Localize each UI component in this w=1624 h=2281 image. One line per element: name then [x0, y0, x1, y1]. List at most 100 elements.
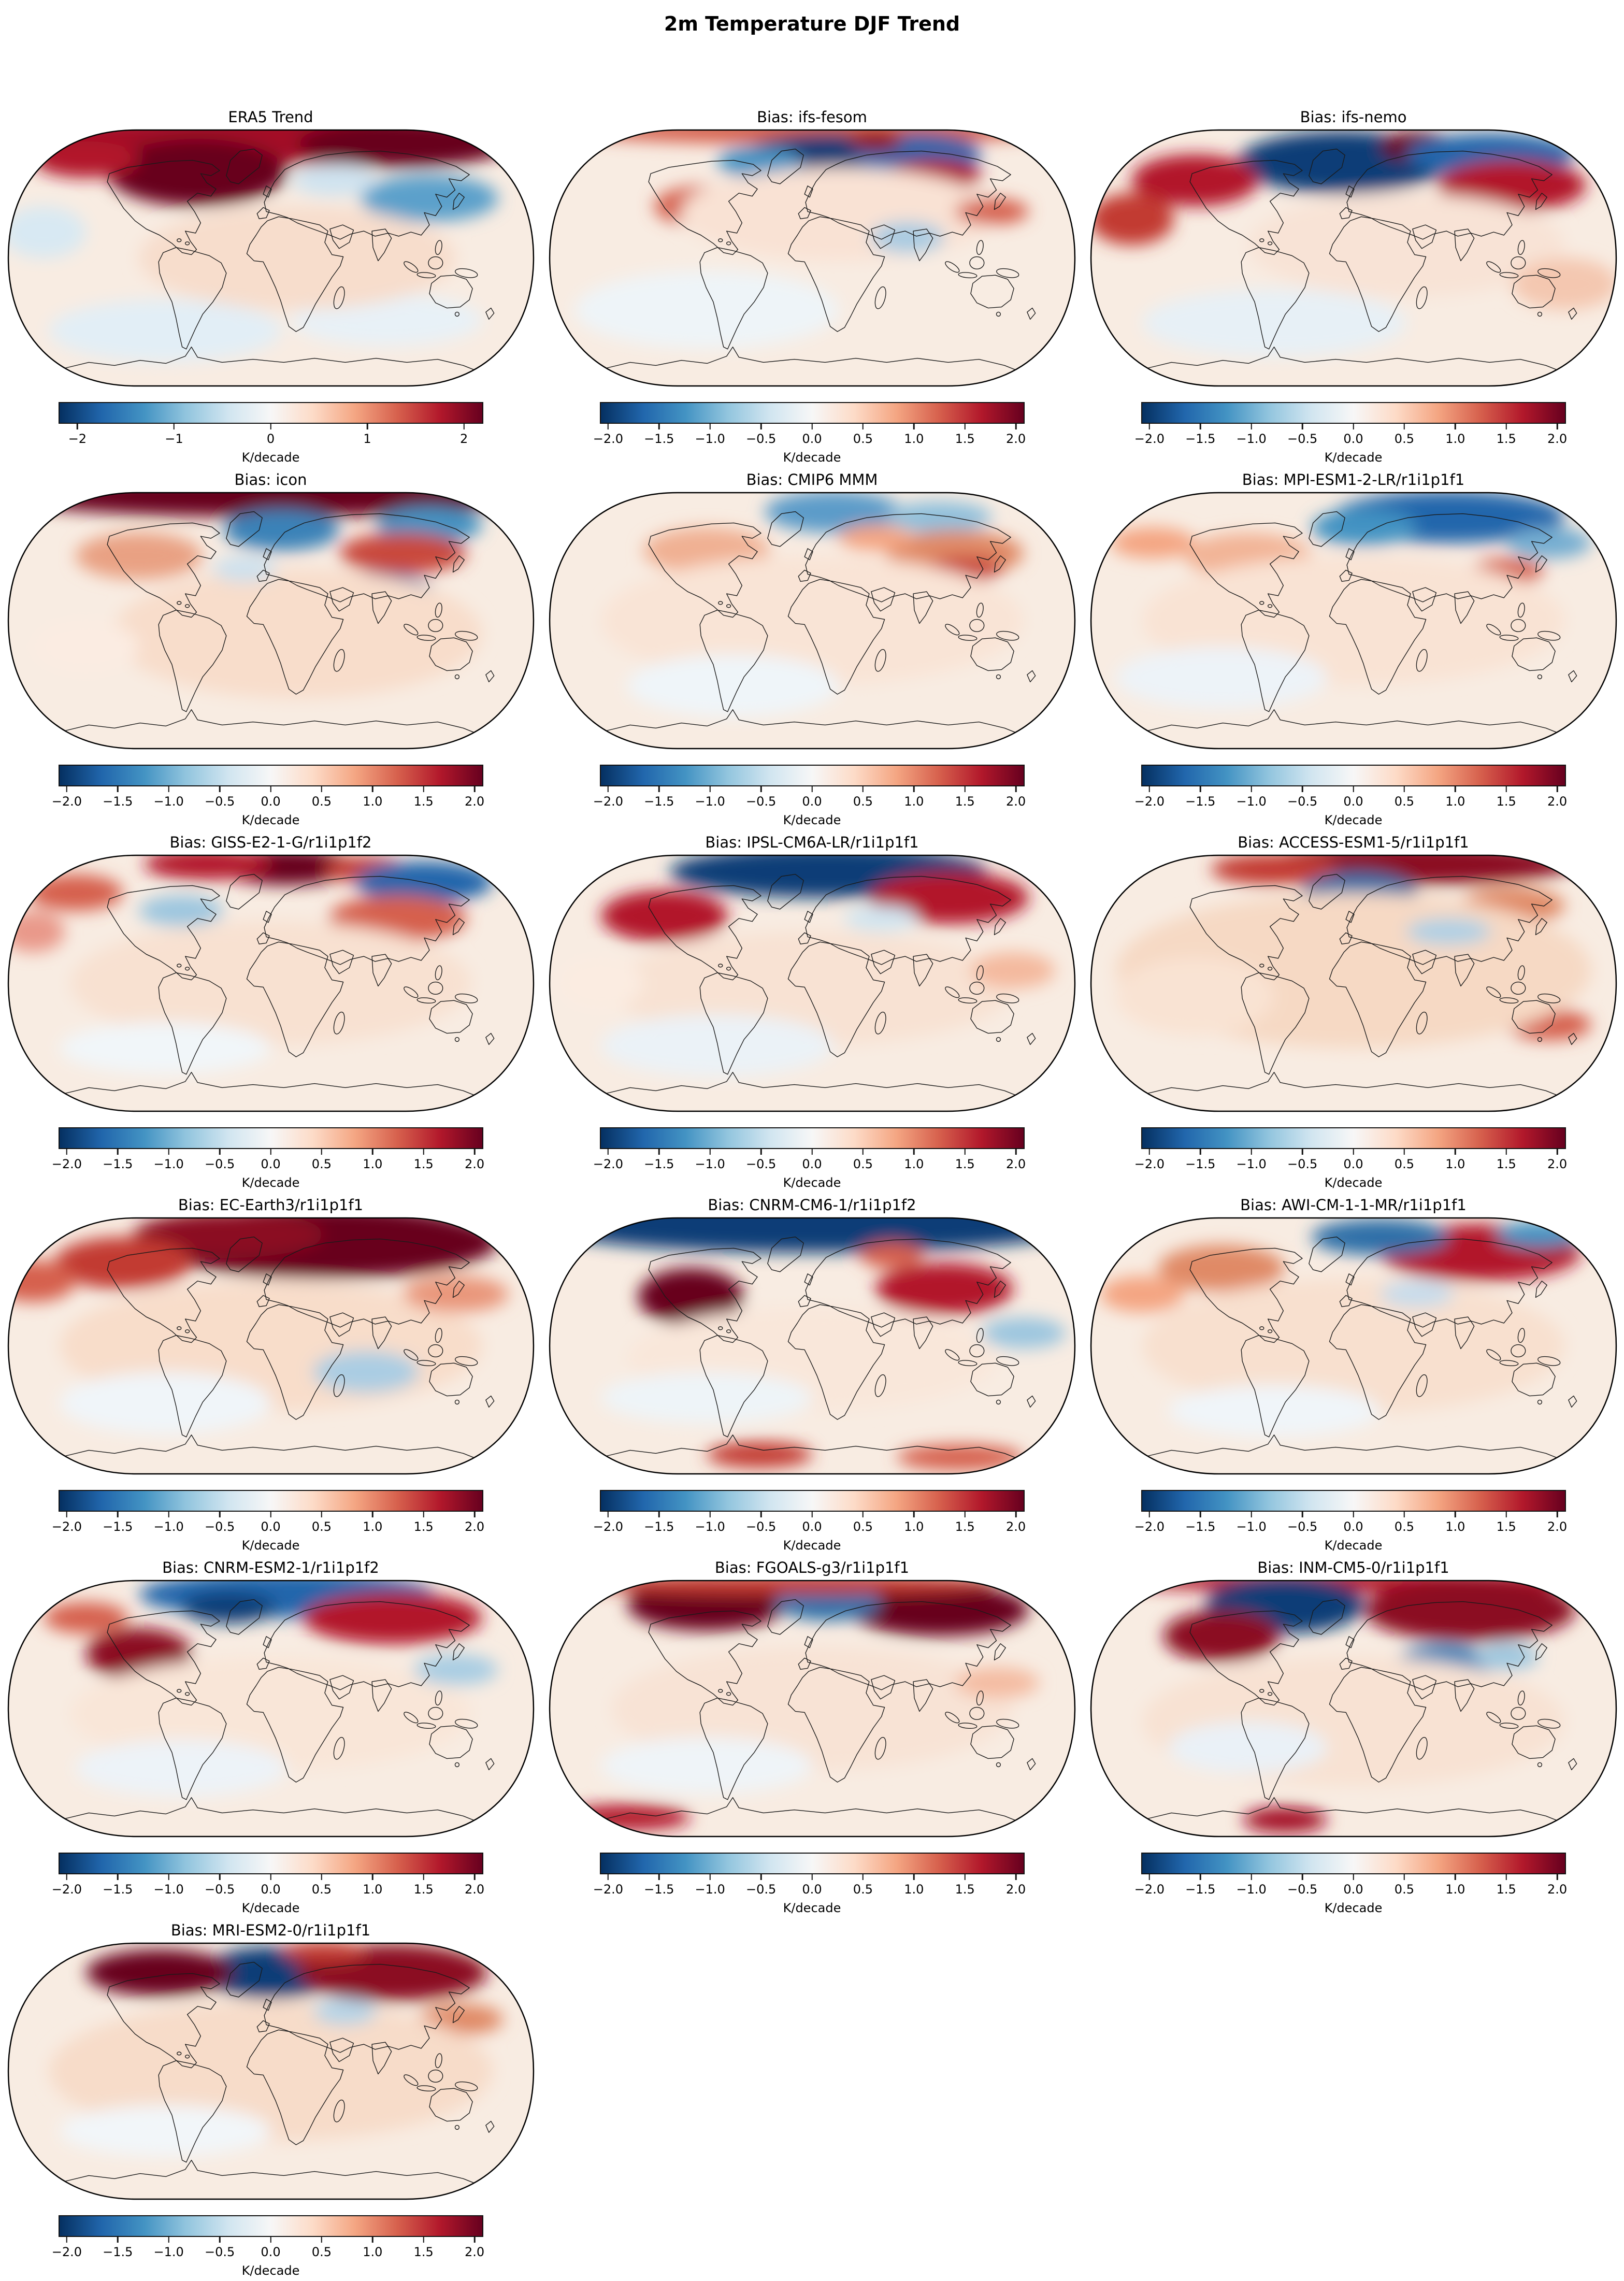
colorbar-tick-mark	[321, 1149, 323, 1155]
colorbar-tick-mark	[862, 1149, 864, 1155]
colorbar-tick-mark	[1455, 1149, 1456, 1155]
colorbar-tick-label: 2.0	[465, 1882, 485, 1897]
colorbar-tick-label: 1.5	[955, 1519, 975, 1534]
robinson-map-svg	[549, 1580, 1075, 1838]
colorbar-tick-mark	[709, 1512, 711, 1518]
temperature-anomaly-field	[1115, 855, 1591, 1049]
colorbar-tick-mark	[1455, 786, 1456, 793]
colorbar-tick-label: 1.0	[904, 1882, 924, 1897]
colorbar-tick-label: −0.5	[1287, 1882, 1318, 1897]
robinson-map-svg	[549, 129, 1075, 387]
colorbar-tick-label: −1.0	[695, 1519, 725, 1534]
colorbar-tick-mark	[811, 786, 813, 793]
colorbar-tick-mark	[1353, 786, 1354, 793]
robinson-map-svg	[549, 1217, 1075, 1475]
colorbar-tick-label: 0.5	[853, 1882, 873, 1897]
colorbar-tick-label: 0.0	[802, 1157, 822, 1172]
colorbar-tick-label: 1.0	[904, 1157, 924, 1172]
colorbar-tick-mark	[607, 786, 609, 793]
colorbar-tick-label: 1.5	[1496, 794, 1516, 809]
panel-title: Bias: AWI-CM-1-1-MR/r1i1p1f1	[1240, 1196, 1467, 1214]
world-map	[7, 854, 535, 1113]
colorbar-tick-mark	[1148, 1149, 1151, 1155]
colorbar-tick-label: −1.0	[695, 1882, 725, 1897]
colorbar-tick-mark	[913, 1874, 915, 1881]
colorbar-tick-mark	[1251, 786, 1252, 793]
panel-title: Bias: CNRM-ESM2-1/r1i1p1f2	[162, 1559, 379, 1576]
colorbar-tick-mark	[270, 1874, 271, 1881]
colorbar-tick-label: 1.0	[904, 432, 924, 447]
colorbar-tick-label: −2.0	[1134, 794, 1165, 809]
colorbar-tick-mark	[463, 424, 465, 430]
colorbar-tick-label: −0.5	[204, 794, 235, 809]
colorbar-tick-mark	[66, 1149, 68, 1155]
world-map	[548, 1216, 1076, 1475]
map-boundary	[7, 854, 534, 1112]
colorbar-tick-label: −0.5	[745, 432, 777, 447]
colorbar-tick-mark	[658, 1149, 660, 1155]
colorbar-tick-mark	[1505, 1874, 1507, 1881]
colorbar-tick-mark	[270, 424, 271, 430]
coastlines	[57, 1962, 494, 2200]
colorbar-tick-label: 1.0	[1445, 1882, 1465, 1897]
colorbar-tick-mark	[607, 1149, 609, 1155]
colorbar-gradient	[58, 1127, 483, 1150]
map-panel-4: Bias: CMIP6 MMM K/decade −2.0 −1.5 −1.0 −0.…	[541, 466, 1083, 829]
robinson-map-svg	[1090, 1217, 1617, 1475]
colorbar-tick-mark	[1015, 1512, 1017, 1518]
colorbar-gradient	[599, 1127, 1025, 1150]
colorbar-tick-label: 0.5	[853, 794, 873, 809]
colorbar-tick-mark	[423, 786, 424, 793]
world-map	[7, 1942, 535, 2201]
colorbar-tick-label: −1.0	[695, 1157, 725, 1172]
colorbar-tick-mark	[1148, 1874, 1151, 1881]
colorbar-tick-mark	[964, 424, 966, 430]
coastlines	[598, 149, 1036, 386]
colorbar-tick-label: 0.0	[261, 1157, 281, 1172]
colorbar-gradient	[599, 1490, 1025, 1512]
robinson-map-svg	[549, 854, 1075, 1112]
colorbar: K/decade −2.0 −1.5 −1.0 −0.5 0.0 0.5 1.0 1.5 2.0	[52, 765, 484, 829]
temperature-anomaly-field	[8, 493, 534, 699]
colorbar-tick-mark	[964, 1149, 966, 1155]
colorbar-tick-label: 0.0	[1343, 1519, 1363, 1534]
colorbar-tick-label: −1.0	[1236, 1157, 1267, 1172]
colorbar-tick-mark	[1353, 1149, 1354, 1155]
colorbar-tick-mark	[270, 786, 271, 793]
colorbar: K/decade −2.0 −1.5 −1.0 −0.5 0.0 0.5 1.0 1.5 2.0	[593, 402, 1026, 466]
colorbar-tick-mark	[1148, 1512, 1151, 1518]
colorbar-tick-label: 1.0	[363, 1519, 383, 1534]
colorbar-tick-mark	[168, 786, 169, 793]
colorbar-tick-mark	[1148, 786, 1151, 793]
colorbar-tick-label: 0.0	[261, 1882, 281, 1897]
colorbar: K/decade −2 −1 0 1 2	[58, 402, 483, 466]
colorbar-tick-mark	[1015, 1149, 1017, 1155]
colorbar-tick-label: −0.5	[204, 1157, 235, 1172]
map-boundary	[549, 129, 1075, 387]
colorbar-tick-mark	[1353, 424, 1354, 430]
robinson-map-svg	[1090, 129, 1617, 387]
colorbar-tick-label: −2.0	[1134, 432, 1165, 447]
colorbar-tick-mark	[1403, 424, 1405, 430]
colorbar-tick-mark	[811, 1149, 813, 1155]
colorbar-tick-label: 2.0	[465, 2245, 485, 2260]
colorbar-tick-mark	[1556, 424, 1558, 430]
map-boundary	[1090, 1217, 1617, 1475]
colorbar-tick-mark	[964, 786, 966, 793]
colorbar-gradient	[58, 402, 483, 424]
page-title: 2m Temperature DJF Trend	[664, 12, 960, 35]
colorbar-tick-label: −1.5	[644, 1157, 674, 1172]
colorbar: K/decade −2.0 −1.5 −1.0 −0.5 0.0 0.5 1.0 1.5 2.0	[52, 2215, 485, 2279]
colorbar-tick-mark	[913, 1512, 915, 1518]
world-map	[548, 491, 1076, 750]
panel-title: Bias: icon	[234, 471, 307, 489]
coastlines	[598, 511, 1036, 749]
colorbar-tick-label: 0.5	[1394, 1882, 1414, 1897]
colorbar-tick-mark	[372, 786, 373, 793]
colorbar-tick-mark	[1353, 1874, 1354, 1881]
colorbar-gradient	[1141, 1127, 1566, 1150]
colorbar-tick-label: −1.5	[103, 1519, 133, 1534]
colorbar-tick-label: −1.0	[153, 1519, 184, 1534]
colorbar-tick-mark	[66, 1512, 68, 1518]
colorbar-unit-label: K/decade	[783, 813, 841, 828]
